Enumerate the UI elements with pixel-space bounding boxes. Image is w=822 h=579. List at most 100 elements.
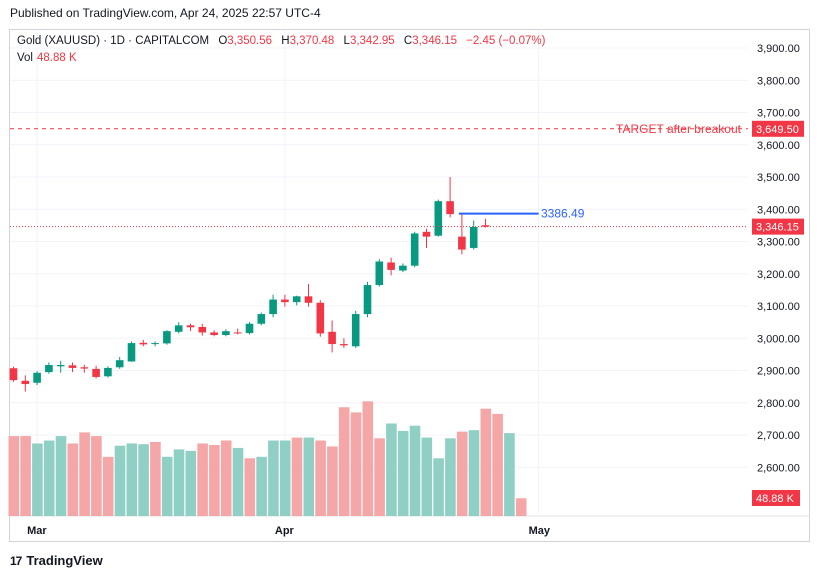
candle-body bbox=[304, 296, 313, 303]
candle-body bbox=[222, 331, 230, 336]
target-line-label: TARGET after breakout bbox=[616, 122, 742, 136]
candle-body bbox=[269, 299, 277, 315]
volume-bar bbox=[468, 430, 480, 516]
candle-body bbox=[446, 201, 454, 215]
volume-bar bbox=[232, 447, 244, 516]
candle-body bbox=[434, 201, 443, 236]
price-tick-label: 3,600.00 bbox=[757, 140, 800, 152]
price-tick-label: 2,900.00 bbox=[757, 366, 800, 378]
volume-bar bbox=[338, 407, 350, 516]
volume-bar bbox=[504, 433, 515, 516]
volume-label: Vol bbox=[17, 52, 33, 64]
volume-bar bbox=[91, 436, 102, 516]
candle-body bbox=[56, 365, 65, 367]
volume-bar bbox=[79, 432, 90, 516]
volume-bar bbox=[350, 412, 362, 516]
high-label: H bbox=[281, 35, 290, 47]
candle-body bbox=[351, 314, 360, 347]
price-tick-label: 3,500.00 bbox=[757, 172, 800, 184]
candle-body bbox=[21, 380, 30, 385]
candle-body bbox=[163, 331, 171, 344]
volume-bar bbox=[220, 440, 232, 516]
candle-body bbox=[186, 325, 195, 328]
price-tick-label: 3,700.00 bbox=[757, 108, 800, 120]
change-value: −2.45 (−0.07%) bbox=[466, 35, 546, 47]
low-value: 3,342.95 bbox=[349, 35, 395, 47]
volume-bar bbox=[55, 436, 67, 516]
volume-value: 48.88 K bbox=[37, 52, 77, 64]
volume-bar bbox=[102, 456, 114, 516]
symbol-title: Gold (XAUUSD) · 1D · CAPITALCOM bbox=[17, 35, 210, 47]
volume-bar bbox=[515, 498, 527, 516]
volume-bar bbox=[445, 438, 456, 516]
tradingview-logo-icon: 17 bbox=[10, 553, 22, 568]
volume-bar bbox=[374, 438, 385, 516]
candle-body bbox=[292, 296, 301, 303]
candle-body bbox=[458, 236, 466, 250]
volume-badge bbox=[752, 490, 800, 506]
symbol-legend: Gold (XAUUSD) · 1D · CAPITALCOM O3,350.5… bbox=[17, 35, 545, 47]
candle-body bbox=[115, 360, 124, 368]
candle-body bbox=[80, 367, 89, 369]
price-tick-label: 3,000.00 bbox=[757, 333, 800, 345]
volume-badge-label: 48.88 K bbox=[756, 493, 795, 505]
candle-body bbox=[233, 332, 242, 334]
price-tick-label: 2,600.00 bbox=[757, 462, 800, 474]
candle-body bbox=[9, 368, 18, 381]
volume-legend: Vol 48.88 K bbox=[17, 52, 77, 64]
candle-body bbox=[281, 299, 289, 303]
volume-bar bbox=[256, 456, 267, 516]
volume-bar bbox=[173, 449, 185, 516]
volume-bar bbox=[397, 430, 409, 516]
volume-bar bbox=[67, 443, 79, 516]
volume-bar bbox=[327, 446, 338, 516]
resistance-line-label: 3386.49 bbox=[541, 207, 585, 221]
price-tick-label: 3,400.00 bbox=[757, 204, 800, 216]
close-value: 3,346.15 bbox=[412, 35, 457, 47]
candle-body bbox=[139, 342, 148, 345]
candle-body bbox=[210, 332, 218, 336]
chart-frame bbox=[9, 29, 810, 542]
candle-body bbox=[363, 285, 372, 315]
last-price-label: 3,346.15 bbox=[756, 222, 799, 234]
volume-bar bbox=[279, 440, 291, 516]
volume-bar bbox=[20, 436, 31, 516]
candle-body bbox=[422, 231, 431, 237]
volume-bar bbox=[150, 442, 161, 516]
price-tick-label: 3,300.00 bbox=[757, 237, 800, 249]
candle-body bbox=[316, 302, 325, 334]
candle-body bbox=[410, 233, 419, 266]
month-tick-label: May bbox=[529, 525, 551, 537]
volume-bar bbox=[32, 443, 43, 516]
candle-body bbox=[45, 365, 53, 373]
price-tick-label: 3,100.00 bbox=[757, 301, 800, 313]
target-price-badge bbox=[752, 120, 804, 137]
volume-bar bbox=[291, 437, 303, 516]
volume-bar bbox=[492, 413, 503, 516]
volume-bar bbox=[197, 443, 208, 516]
volume-bar bbox=[161, 456, 173, 516]
candle-body bbox=[257, 314, 266, 324]
candle-body bbox=[127, 343, 136, 362]
high-value: 3,370.48 bbox=[289, 35, 335, 47]
open-label: O bbox=[218, 35, 228, 47]
candle-body bbox=[328, 331, 336, 345]
candle-body bbox=[33, 372, 41, 383]
volume-bar bbox=[315, 440, 326, 516]
volume-bar bbox=[185, 450, 197, 516]
candle-body bbox=[481, 225, 490, 227]
candle-body bbox=[469, 226, 478, 248]
volume-bar bbox=[244, 458, 256, 516]
published-note: Published on TradingView.com, Apr 24, 20… bbox=[10, 6, 321, 20]
last-price-badge bbox=[752, 218, 804, 235]
volume-bar bbox=[8, 436, 20, 516]
candle-body bbox=[104, 367, 112, 377]
volume-bar bbox=[43, 440, 55, 516]
price-tick-label: 3,900.00 bbox=[757, 43, 800, 55]
price-tick-label: 2,800.00 bbox=[757, 398, 800, 410]
close-label: C bbox=[403, 35, 413, 47]
volume-bar bbox=[433, 458, 444, 516]
tradingview-footer[interactable]: 17 TradingView bbox=[10, 553, 103, 568]
low-label: L bbox=[343, 35, 350, 47]
